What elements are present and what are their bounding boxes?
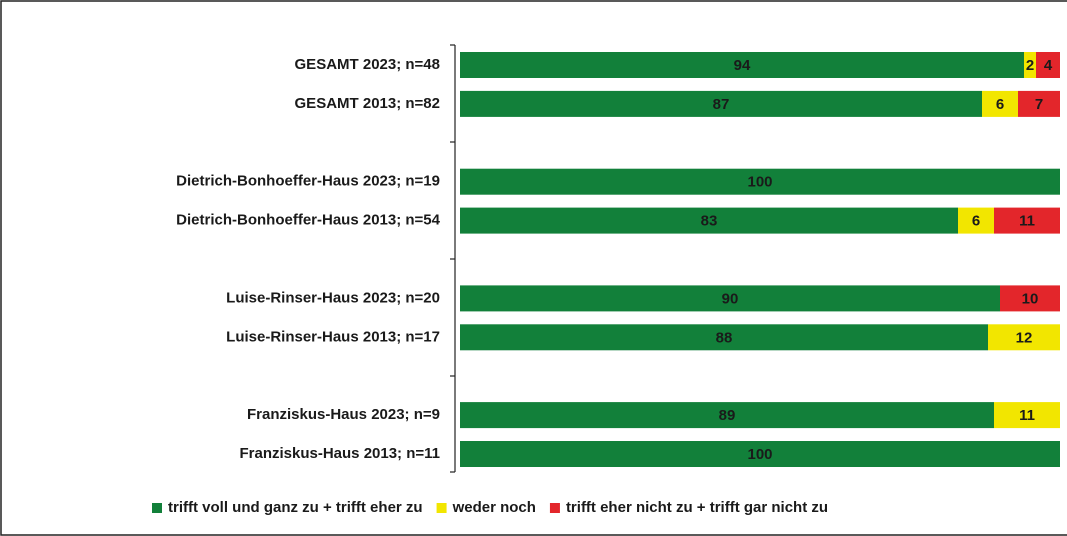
bar-segment [994,207,1060,234]
bar-segment [460,324,988,351]
bar-segment [1018,90,1060,117]
bar-segment [982,90,1018,117]
bar-segment [460,441,1060,467]
category-label: Luise-Rinser-Haus 2023; n=20 [226,289,440,306]
legend-label: trifft voll und ganz zu + trifft eher zu [168,499,423,516]
bar-segment [460,402,994,429]
value-label: 89 [719,407,736,424]
bar-segment [1036,52,1060,78]
value-label: 11 [1019,407,1035,424]
value-label: 83 [701,213,718,230]
value-label: 6 [972,213,980,230]
legend-label: weder noch [452,499,536,516]
bar-segment [1024,52,1036,78]
bar-segment [988,324,1060,351]
value-label: 11 [1019,213,1035,230]
value-label: 90 [722,290,739,307]
bar-segment [460,52,1024,78]
value-label: 88 [716,329,733,346]
value-label: 6 [996,96,1004,113]
bar-segment [958,207,994,234]
bar-segment [460,207,958,234]
category-label: Franziskus-Haus 2013; n=11 [239,445,440,462]
value-label: 100 [747,446,772,463]
category-label: Franziskus-Haus 2023; n=9 [247,406,440,423]
category-label: GESAMT 2023; n=48 [295,56,440,73]
category-label: GESAMT 2013; n=82 [295,95,440,112]
legend-swatch [152,503,162,513]
bar-segment [460,90,982,117]
value-label: 94 [734,57,751,74]
legend-swatch [436,503,447,513]
legend-swatch [549,503,560,513]
bar-segment [460,168,1060,195]
category-label: Luise-Rinser-Haus 2013; n=17 [226,328,440,345]
value-label: 2 [1026,57,1034,74]
category-label: Dietrich-Bonhoeffer-Haus 2013; n=54 [176,212,440,229]
value-label: 10 [1022,290,1039,307]
value-label: 7 [1035,96,1043,113]
value-label: 100 [747,174,772,191]
bar-segment [1000,285,1060,312]
value-label: 87 [713,96,730,113]
bar-segment [460,285,1000,312]
value-label: 12 [1016,329,1033,346]
category-label: Dietrich-Bonhoeffer-Haus 2023; n=19 [176,173,440,190]
legend-label: trifft eher nicht zu + trifft gar nicht … [566,499,828,516]
bar-segment [994,402,1060,429]
value-label: 4 [1044,57,1053,74]
